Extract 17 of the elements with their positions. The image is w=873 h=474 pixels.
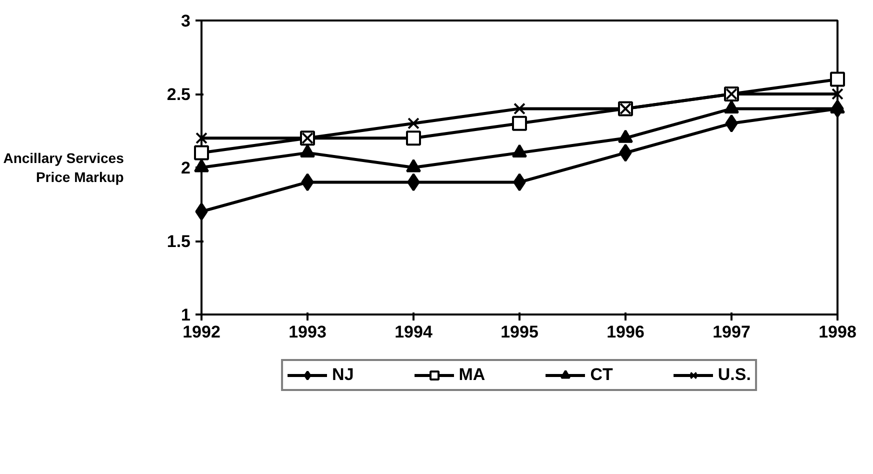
y-tick-label: 1 — [181, 306, 191, 324]
x-tick-label: 1994 — [394, 322, 433, 342]
y-tick-label: 2.5 — [166, 85, 191, 104]
y-tick-label: 1.5 — [166, 232, 191, 251]
legend-label: MA — [458, 365, 486, 385]
y-tick-label: 2 — [181, 158, 191, 178]
legend-label: U.S. — [718, 365, 751, 385]
x-tick-label: 1993 — [288, 322, 326, 342]
x-tick-label: 1995 — [500, 322, 538, 342]
legend-label: NJ — [332, 365, 354, 385]
y-axis-title: Ancillary Services Price Markup — [3, 150, 124, 186]
x-tick-label: 1992 — [182, 322, 220, 342]
x-tick-label: 1997 — [712, 322, 750, 342]
y-tick-label: 3 — [181, 12, 191, 30]
x-tick-label: 1996 — [606, 322, 644, 342]
x-tick-label: 1998 — [818, 322, 856, 342]
legend-label: CT — [590, 365, 613, 385]
